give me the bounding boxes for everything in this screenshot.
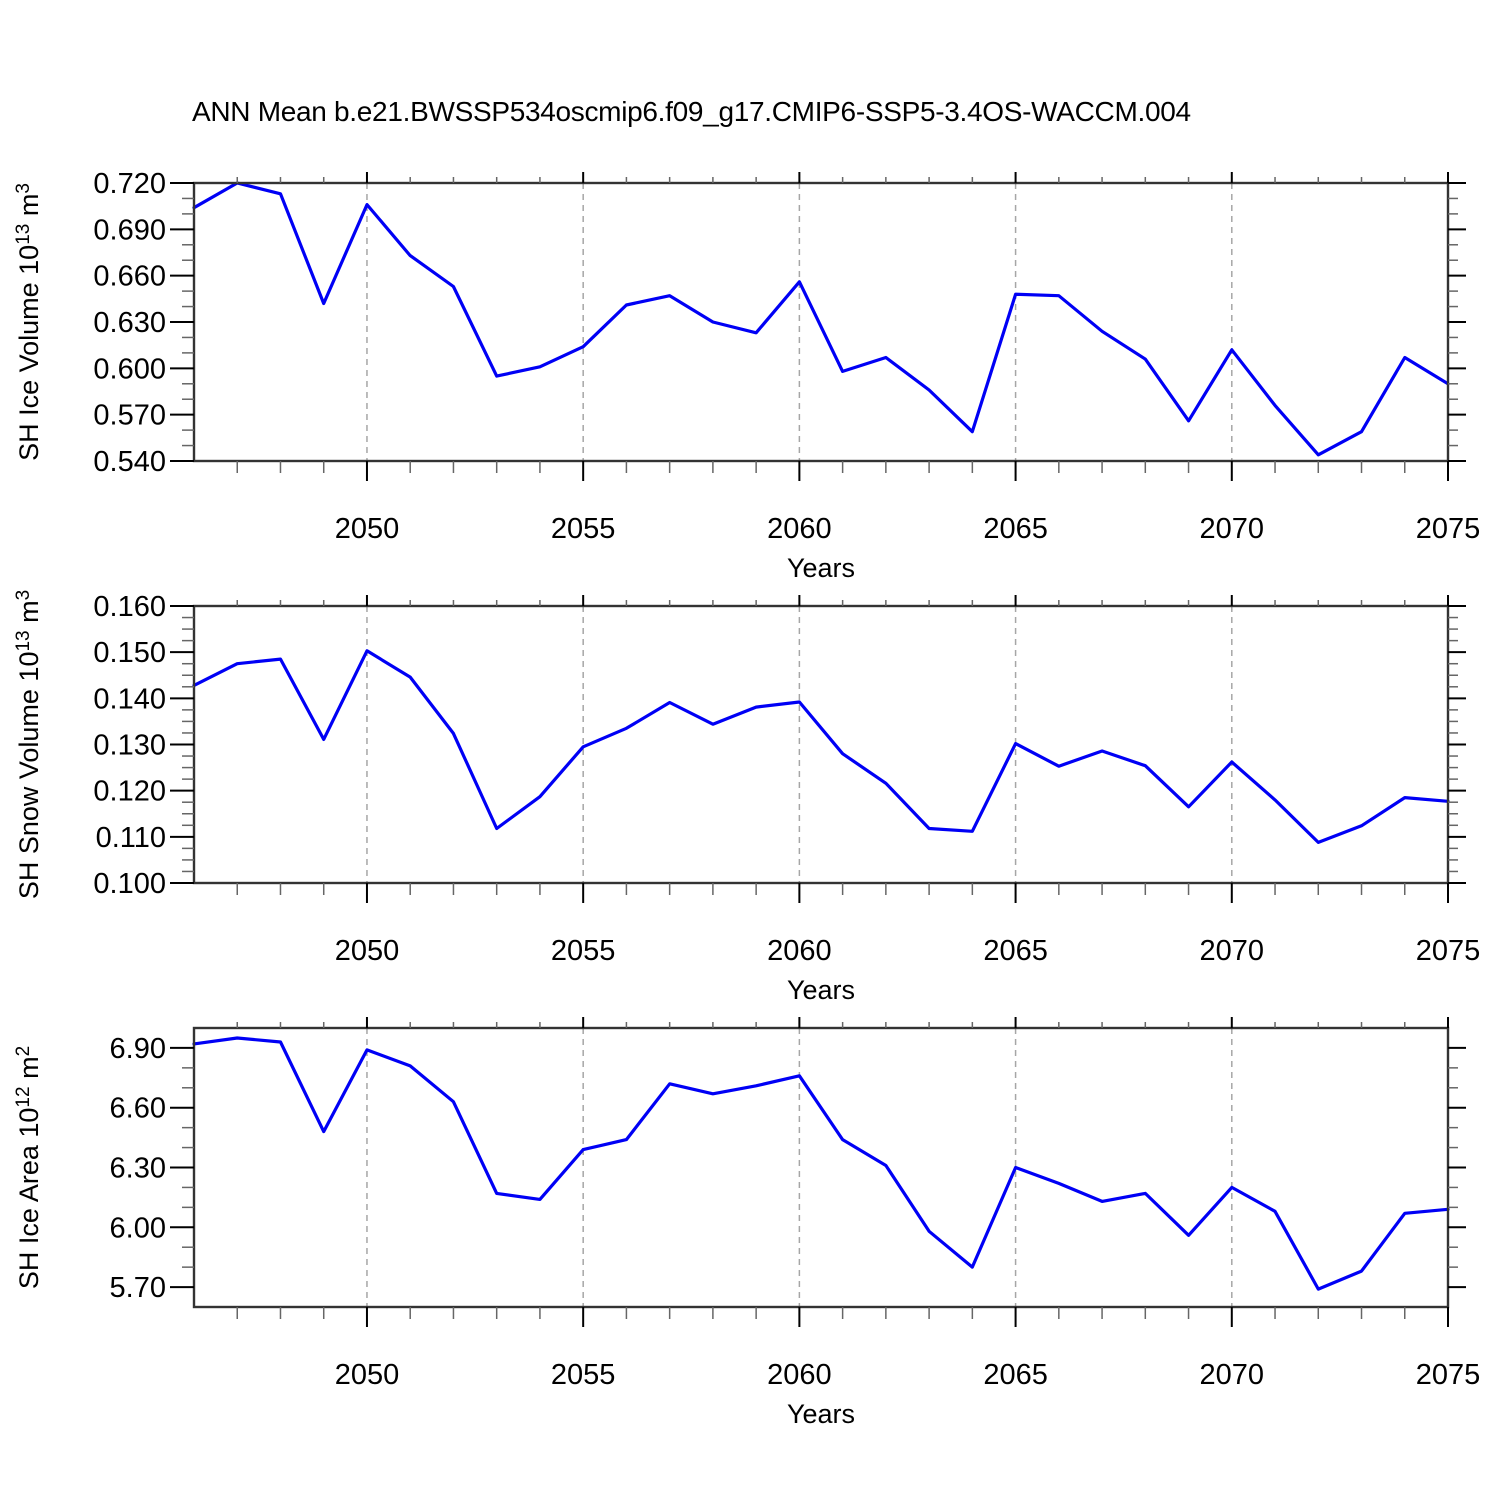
- data-line-sh-ice-area: [192, 1036, 1450, 1291]
- y-tick-label: 0.160: [93, 591, 166, 623]
- y-tick-label: 0.540: [93, 446, 166, 478]
- y-tick-label: 6.90: [110, 1033, 166, 1065]
- y-tick-label: 0.140: [93, 683, 166, 715]
- x-tick-label: 2050: [335, 935, 400, 967]
- x-tick-label: 2055: [551, 1359, 616, 1391]
- data-line-sh-snow-volume: [192, 649, 1450, 845]
- x-axis-label-years: Years: [787, 975, 855, 1005]
- y-tick-label: 6.30: [110, 1153, 166, 1185]
- x-tick-label: 2050: [335, 513, 400, 545]
- y-tick-label: 0.150: [93, 637, 166, 669]
- plot-border: [192, 604, 1450, 885]
- data-line-sh-ice-volume: [192, 181, 1450, 457]
- y-axis-label-sh-ice-area: SH Ice Area 1012 m2: [13, 1046, 44, 1289]
- y-tick-label: 0.120: [93, 776, 166, 808]
- x-tick-label: 2070: [1200, 1359, 1265, 1391]
- x-tick-label: 2065: [983, 935, 1048, 967]
- x-tick-label: 2070: [1200, 935, 1265, 967]
- panel-sh-snow-volume: 2050 2055 2060 2065 2070 2075 0.100 0.110 0.120 0…: [13, 590, 1480, 1005]
- y-tick-label: 6.00: [110, 1212, 166, 1244]
- y-tick-label: 0.720: [93, 168, 166, 200]
- panel-sh-ice-area: 2050 2055 2060 2065 2070 2075 5.70 6.00 6.30 6.60…: [13, 1017, 1480, 1429]
- x-tick-label: 2075: [1416, 513, 1481, 545]
- plot-border: [192, 1026, 1450, 1309]
- y-axis-label-sh-ice-volume: SH Ice Volume 1013 m3: [13, 183, 44, 461]
- x-axis-label-years: Years: [787, 553, 855, 583]
- x-tick-label: 2065: [983, 513, 1048, 545]
- x-axis-label-years: Years: [787, 1399, 855, 1429]
- y-tick-label: 0.570: [93, 400, 166, 432]
- y-tick-label: 0.630: [93, 307, 166, 339]
- y-tick-label: 0.600: [93, 353, 166, 385]
- y-tick-label: 6.60: [110, 1093, 166, 1125]
- x-tick-label: 2060: [767, 513, 832, 545]
- y-axis-label-sh-snow-volume: SH Snow Volume 1013 m3: [13, 590, 44, 899]
- page-title: ANN Mean b.e21.BWSSP534oscmip6.f09_g17.C…: [192, 96, 1191, 127]
- panel-sh-ice-volume: 2050 2055 2060 2065 2070 2075 0.540 0.570 0.600 0…: [13, 168, 1480, 583]
- x-tick-label: 2065: [983, 1359, 1048, 1391]
- x-tick-label: 2075: [1416, 935, 1481, 967]
- x-tick-label: 2050: [335, 1359, 400, 1391]
- y-tick-label: 0.100: [93, 868, 166, 900]
- x-tick-label: 2070: [1200, 513, 1265, 545]
- x-tick-label: 2055: [551, 935, 616, 967]
- x-tick-label: 2075: [1416, 1359, 1481, 1391]
- x-tick-label: 2060: [767, 935, 832, 967]
- y-tick-label: 0.690: [93, 214, 166, 246]
- x-tick-label: 2055: [551, 513, 616, 545]
- y-tick-label: 0.660: [93, 261, 166, 293]
- y-tick-label: 0.110: [96, 822, 166, 854]
- x-tick-label: 2060: [767, 1359, 832, 1391]
- y-tick-label: 5.70: [110, 1272, 166, 1304]
- y-tick-label: 0.130: [93, 730, 166, 762]
